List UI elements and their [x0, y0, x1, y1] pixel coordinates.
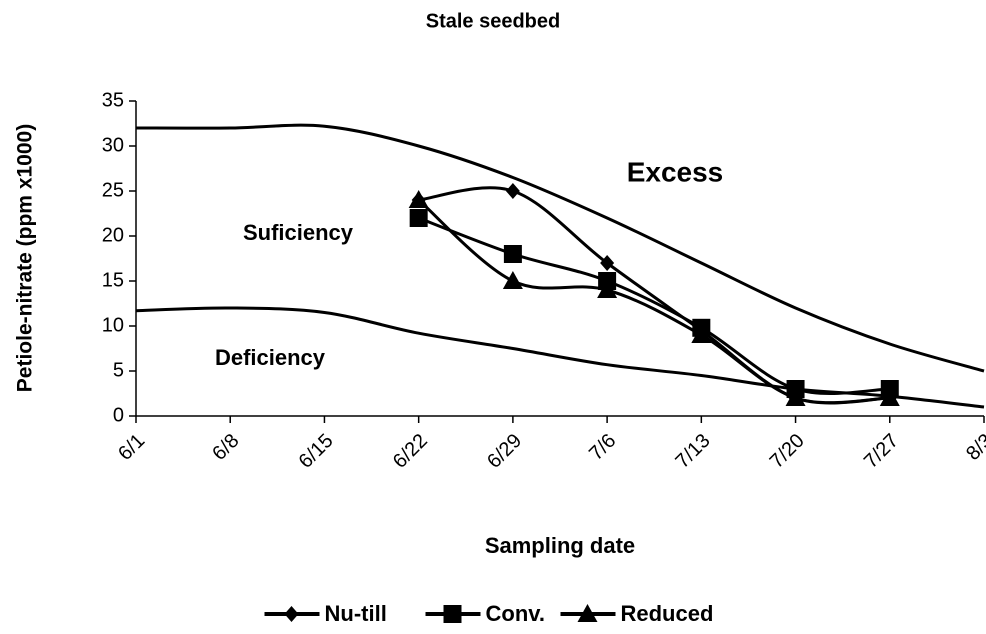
- legend-label: Nu-till: [325, 601, 387, 626]
- annotation: Deficiency: [215, 345, 326, 370]
- marker: [597, 280, 618, 298]
- y-tick-label: 5: [113, 359, 124, 381]
- y-axis-label: Petiole-nitrate (ppm x1000): [14, 124, 37, 392]
- x-tick-label: 7/13: [672, 430, 715, 473]
- annotation: Suficiency: [243, 220, 354, 245]
- y-tick-label: 10: [102, 314, 124, 336]
- legend-marker: [284, 606, 299, 622]
- x-tick-label: 6/29: [483, 430, 526, 473]
- y-tick-label: 15: [102, 269, 124, 291]
- marker: [600, 255, 615, 271]
- marker: [879, 388, 900, 406]
- marker: [503, 245, 522, 263]
- x-tick-label: 6/22: [389, 430, 432, 473]
- legend-marker: [577, 604, 598, 622]
- marker: [691, 325, 712, 343]
- annotation: Excess: [627, 156, 724, 187]
- legend-label: Conv.: [486, 601, 545, 626]
- legend-marker: [443, 605, 462, 623]
- marker: [785, 388, 806, 406]
- chart-title: Stale seedbed: [426, 10, 561, 32]
- legend-label: Reduced: [621, 601, 714, 626]
- boundary-line: [135, 123, 985, 373]
- y-tick-label: 30: [102, 134, 124, 156]
- marker: [505, 183, 520, 199]
- x-tick-label: 8/3: [962, 430, 986, 465]
- series-line: [418, 216, 890, 395]
- x-axis-label: Sampling date: [485, 533, 635, 558]
- y-tick-label: 20: [102, 224, 124, 246]
- x-tick-label: 7/20: [766, 430, 809, 473]
- x-tick-label: 7/27: [860, 430, 903, 473]
- marker: [409, 209, 428, 227]
- y-tick-label: 35: [102, 89, 124, 111]
- x-tick-label: 6/1: [114, 430, 149, 465]
- x-tick-label: 6/15: [295, 430, 338, 473]
- marker: [502, 271, 523, 289]
- marker: [408, 190, 429, 208]
- y-tick-label: 0: [113, 404, 124, 426]
- y-tick-label: 25: [102, 179, 124, 201]
- x-tick-label: 7/6: [585, 430, 620, 465]
- x-tick-label: 6/8: [208, 430, 243, 465]
